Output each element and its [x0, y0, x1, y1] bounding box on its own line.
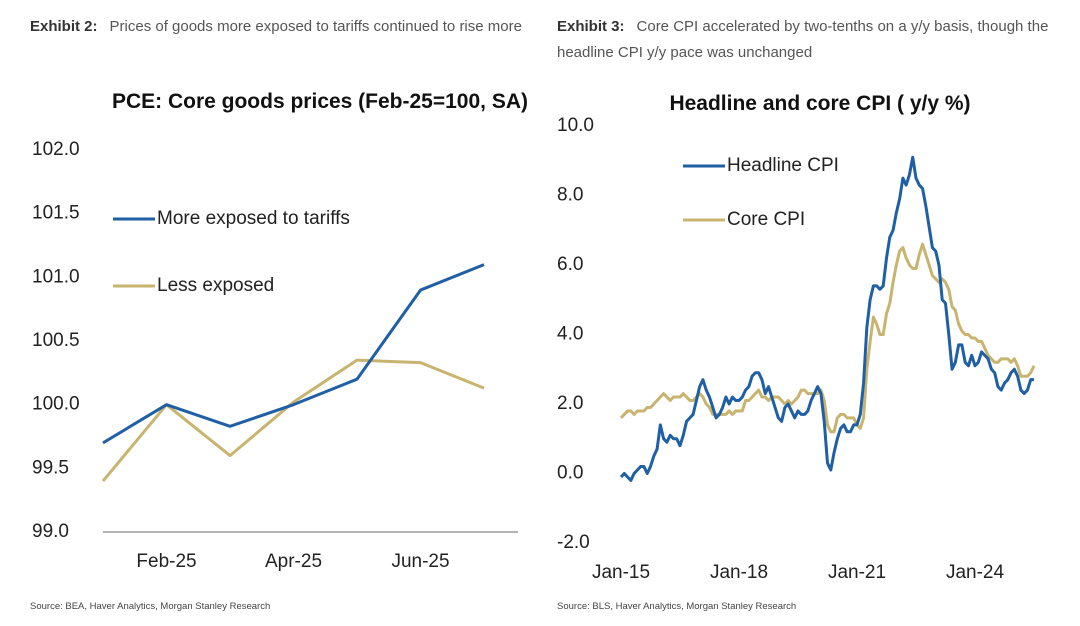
- y-tick-label: 8.0: [557, 185, 583, 206]
- exhibit-caption: Prices of goods more exposed to tariffs …: [109, 18, 522, 35]
- y-tick-label: 0.0: [557, 463, 583, 484]
- exhibit-header: Exhibit 3: Core CPI accelerated by two-te…: [557, 14, 1057, 66]
- legend-label: More exposed to tariffs: [157, 208, 350, 229]
- x-tick-label: Jan-24: [946, 562, 1005, 583]
- chart-title: PCE: Core goods prices (Feb-25=100, SA): [111, 90, 529, 113]
- y-tick-label: 100.0: [32, 394, 80, 415]
- chart-title: Headline and core CPI ( y/y %): [669, 92, 971, 115]
- y-tick-label: 99.5: [32, 457, 69, 478]
- y-tick-label: 101.5: [32, 203, 80, 224]
- y-tick-label: 99.0: [32, 521, 69, 542]
- series-line: [102, 263, 485, 445]
- exhibit-label: Exhibit 2:: [30, 18, 98, 35]
- y-tick-label: 102.0: [32, 139, 80, 160]
- y-tick-label: 4.0: [557, 324, 583, 345]
- x-tick-label: Apr-25: [265, 551, 322, 572]
- legend-label: Headline CPI: [727, 155, 839, 176]
- y-tick-label: 10.0: [557, 115, 594, 136]
- y-tick-label: 100.5: [32, 330, 80, 351]
- exhibit-caption: Core CPI accelerated by two-tenths on a …: [557, 18, 1049, 61]
- y-tick-label: 101.0: [32, 266, 80, 287]
- x-tick-label: Feb-25: [136, 551, 196, 572]
- series-line: [101, 358, 485, 483]
- legend-label: Core CPI: [727, 209, 805, 230]
- x-tick-label: Jan-15: [592, 562, 650, 583]
- legend-label: Less exposed: [157, 275, 274, 296]
- exhibit-header: Exhibit 2: Prices of goods more exposed t…: [30, 14, 530, 40]
- exhibit-label: Exhibit 3:: [557, 18, 625, 35]
- source-note: Source: BEA, Haver Analytics, Morgan Sta…: [30, 601, 271, 612]
- y-tick-label: -2.0: [557, 532, 590, 553]
- y-tick-label: 6.0: [557, 254, 583, 275]
- source-note: Source: BLS, Haver Analytics, Morgan Sta…: [557, 601, 797, 612]
- y-tick-label: 2.0: [557, 393, 583, 414]
- x-tick-label: Jun-25: [391, 551, 449, 572]
- series-line: [619, 242, 1036, 434]
- x-tick-label: Jan-21: [828, 562, 886, 583]
- series-line: [619, 155, 1034, 482]
- x-tick-label: Jan-18: [710, 562, 768, 583]
